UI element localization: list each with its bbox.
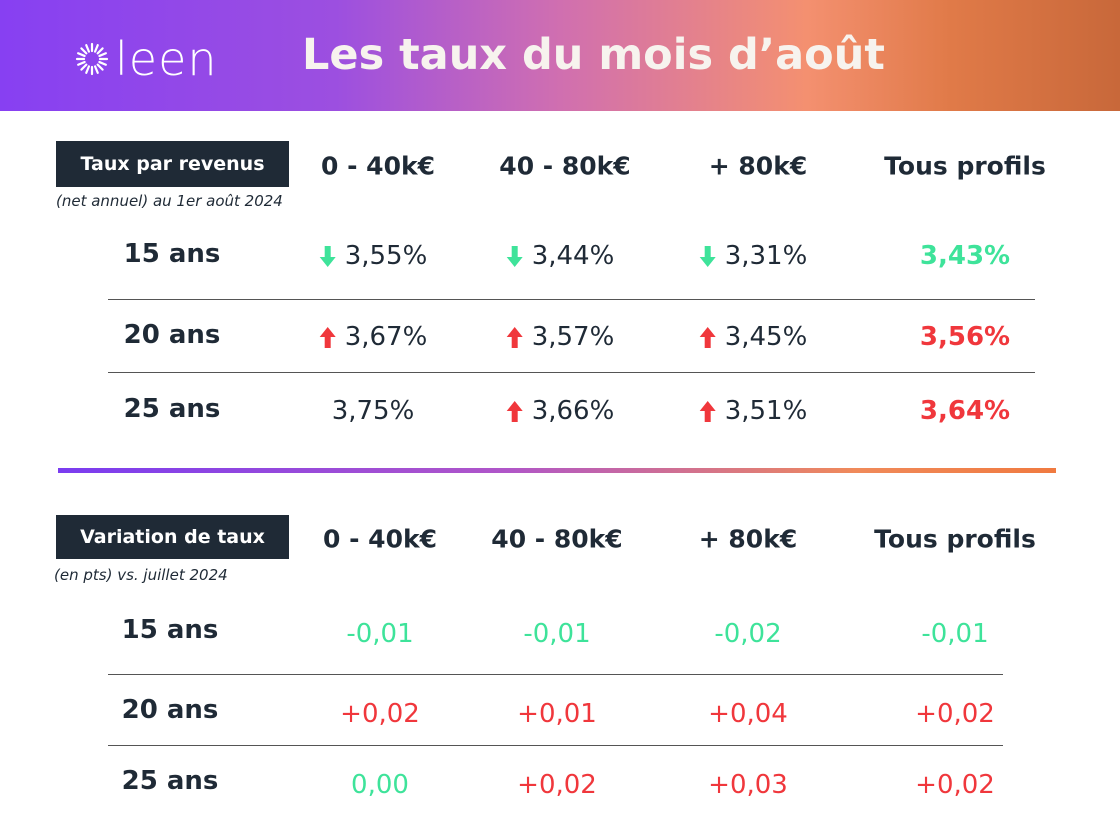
variation-cell: +0,04 — [708, 699, 788, 729]
column-header: + 80k€ — [699, 525, 797, 554]
rates-tag: Taux par revenus — [56, 141, 289, 187]
leen-logo: leen — [75, 36, 218, 82]
total-rate-text: 3,43% — [919, 241, 1011, 271]
column-header: 40 - 80k€ — [499, 152, 630, 181]
variation-cell: +0,03 — [708, 770, 788, 800]
rate-cell: 3,75% — [332, 396, 415, 426]
variation-cell-text: -0,01 — [921, 619, 989, 649]
column-header-text: + 80k€ — [708, 151, 808, 181]
variation-cell-text: +0,02 — [915, 770, 995, 800]
row-label: 25 ans — [124, 394, 221, 424]
page-title: Les taux du mois d’août — [302, 30, 885, 80]
variation-cell: +0,02 — [915, 699, 995, 729]
column-header: 0 - 40k€ — [323, 525, 437, 554]
variation-cell: -0,01 — [346, 619, 413, 649]
arrow-down-icon — [699, 245, 716, 267]
row-label: 20 ans — [124, 320, 221, 350]
rates-subtitle: (net annuel) au 1er août 2024 — [56, 192, 283, 210]
brand-name: leen — [115, 32, 218, 86]
column-header-text: 0 - 40k€ — [321, 151, 435, 181]
rate-cell-text: 3,67% — [344, 322, 428, 352]
variation-tag: Variation de taux — [56, 515, 289, 559]
column-header-text: 40 - 80k€ — [491, 524, 623, 554]
row-divider — [108, 299, 1035, 300]
rate-cell-text: 3,31% — [724, 241, 808, 271]
rate-cell-text: 3,75% — [331, 396, 415, 426]
rate-cell: 3,31% — [699, 241, 808, 271]
rate-cell-text: 3,66% — [531, 396, 615, 426]
column-header-text: + 80k€ — [698, 524, 798, 554]
arrow-down-icon — [319, 245, 336, 267]
header-banner: leen Les taux du mois d’août — [0, 0, 1120, 111]
arrow-up-icon — [506, 326, 523, 348]
rate-cell: 3,55% — [319, 241, 428, 271]
column-header: + 80k€ — [709, 152, 807, 181]
row-label: 20 ans — [122, 695, 219, 725]
column-header-text: 40 - 80k€ — [499, 151, 631, 181]
variation-cell: +0,02 — [517, 770, 597, 800]
variation-cell-text: +0,02 — [340, 699, 420, 729]
variation-cell-text: -0,01 — [346, 619, 414, 649]
arrow-down-icon — [506, 245, 523, 267]
variation-cell-text: -0,02 — [714, 619, 782, 649]
rate-cell-text: 3,44% — [531, 241, 615, 271]
row-label-text: 25 ans — [123, 394, 221, 424]
variation-cell: 0,00 — [351, 770, 409, 800]
rate-cell: 3,57% — [506, 322, 615, 352]
variation-cell: +0,02 — [915, 770, 995, 800]
rate-cell: 3,67% — [319, 322, 428, 352]
rate-cell-text: 3,51% — [724, 396, 808, 426]
row-label: 15 ans — [122, 615, 219, 645]
row-label-text: 20 ans — [123, 320, 221, 350]
column-header-text: Tous profils — [874, 524, 1036, 554]
variation-cell-text: +0,04 — [708, 699, 788, 729]
total-rate: 3,64% — [920, 396, 1010, 426]
rate-cell: 3,66% — [506, 396, 615, 426]
total-rate: 3,43% — [920, 241, 1010, 271]
arrow-up-icon — [699, 400, 716, 422]
variation-cell: +0,02 — [340, 699, 420, 729]
column-header: 40 - 80k€ — [491, 525, 622, 554]
column-header-text: Tous profils — [884, 151, 1046, 181]
row-label: 25 ans — [122, 766, 219, 796]
variation-cell-text: 0,00 — [351, 770, 409, 800]
variation-cell-text: +0,03 — [708, 770, 788, 800]
row-divider — [108, 674, 1003, 675]
rate-cell: 3,44% — [506, 241, 615, 271]
total-rate-text: 3,56% — [919, 322, 1011, 352]
arrow-up-icon — [506, 400, 523, 422]
column-header: Tous profils — [884, 152, 1046, 181]
gradient-divider — [58, 468, 1056, 473]
total-rate-text: 3,64% — [919, 396, 1011, 426]
variation-cell: -0,01 — [921, 619, 988, 649]
row-label-text: 20 ans — [121, 695, 219, 725]
row-divider — [108, 745, 1003, 746]
rate-cell: 3,45% — [699, 322, 808, 352]
variation-cell: -0,02 — [714, 619, 781, 649]
column-header: Tous profils — [874, 525, 1036, 554]
row-label: 15 ans — [124, 239, 221, 269]
column-header-text: 0 - 40k€ — [323, 524, 437, 554]
row-label-text: 25 ans — [121, 766, 219, 796]
rate-cell: 3,51% — [699, 396, 808, 426]
variation-cell: +0,01 — [517, 699, 597, 729]
arrow-up-icon — [699, 326, 716, 348]
column-header: 0 - 40k€ — [321, 152, 435, 181]
row-label-text: 15 ans — [121, 615, 219, 645]
rate-cell-text: 3,45% — [724, 322, 808, 352]
arrow-up-icon — [319, 326, 336, 348]
variation-subtitle: (en pts) vs. juillet 2024 — [54, 566, 228, 584]
row-divider — [108, 372, 1035, 373]
rate-cell-text: 3,55% — [344, 241, 428, 271]
variation-cell-text: +0,02 — [915, 699, 995, 729]
rate-cell-text: 3,57% — [531, 322, 615, 352]
variation-cell-text: +0,02 — [517, 770, 597, 800]
variation-cell-text: +0,01 — [517, 699, 597, 729]
row-label-text: 15 ans — [123, 239, 221, 269]
variation-cell: -0,01 — [523, 619, 590, 649]
sun-icon — [75, 42, 109, 76]
total-rate: 3,56% — [920, 322, 1010, 352]
variation-cell-text: -0,01 — [523, 619, 591, 649]
